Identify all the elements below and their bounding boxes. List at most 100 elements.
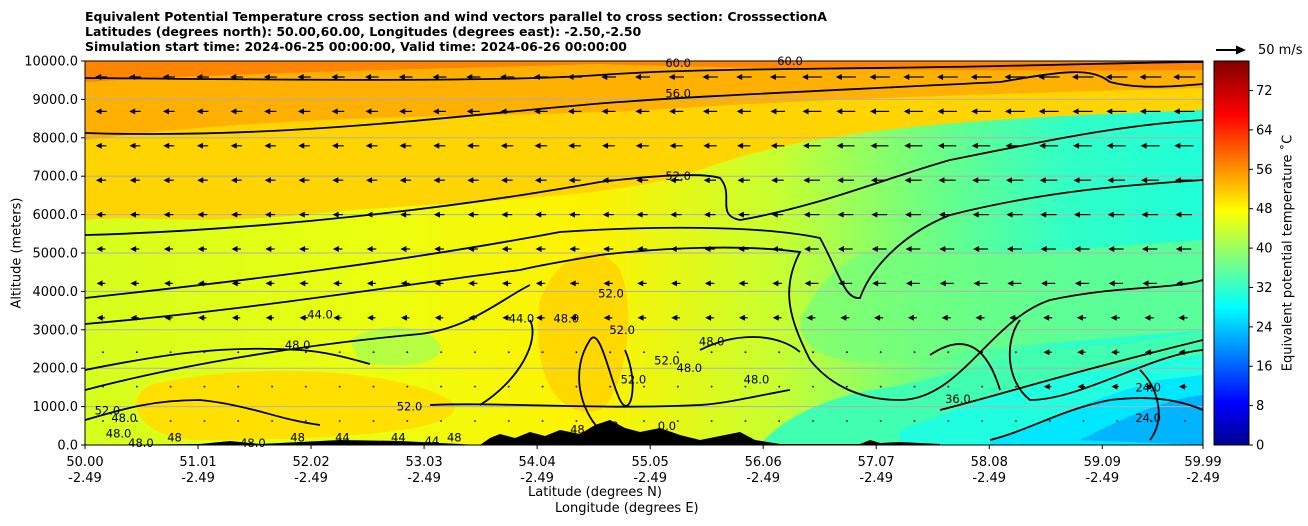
- wind-vector: [1076, 314, 1087, 321]
- wind-vector: [1077, 383, 1086, 390]
- contour-label: 60.0: [665, 56, 691, 70]
- wind-vector: [637, 314, 647, 321]
- wind-vector: [744, 420, 747, 422]
- wind-vector: [298, 177, 310, 184]
- wind-vector: [366, 211, 377, 218]
- colorbar-tick-label: 32: [1256, 281, 1273, 296]
- contour-label: 52.0: [654, 354, 680, 368]
- wind-vector: [871, 211, 888, 218]
- wind-vector: [939, 246, 955, 252]
- colorbar-label: Equivalent potential temperature ˚C: [1280, 134, 1296, 371]
- wind-vector: [298, 211, 309, 218]
- wind-vector: [778, 351, 781, 354]
- wind-vector: [913, 351, 916, 354]
- wind-vector: [1175, 211, 1192, 218]
- wind-vector: [972, 211, 989, 218]
- wind-vector: [271, 351, 273, 354]
- x-axis-label-lon: Longitude (degrees E): [555, 501, 699, 516]
- wind-vector: [237, 351, 240, 354]
- wind-vector: [870, 142, 889, 149]
- colorbar-gradient: [1213, 60, 1250, 446]
- wind-vector: [635, 74, 650, 80]
- wind-vector: [1140, 142, 1160, 149]
- x-tick-label-lat: 57.07: [858, 455, 895, 470]
- wind-vector: [1173, 108, 1195, 115]
- wind-vector: [938, 142, 957, 149]
- wind-vector: [468, 280, 478, 287]
- wind-vector: [507, 420, 510, 422]
- wind-vector: [474, 420, 476, 422]
- wind-vector: [804, 280, 819, 287]
- wind-vector: [432, 74, 447, 80]
- wind-vector: [575, 385, 578, 388]
- contour-label: 52.0: [598, 286, 624, 300]
- contour-label: 48.0: [106, 426, 132, 440]
- wind-vector: [602, 142, 615, 149]
- chart-title: Equivalent Potential Temperature cross s…: [85, 9, 827, 54]
- wind-vector: [338, 385, 341, 388]
- wind-vector: [367, 314, 376, 321]
- wind-vector: [1073, 142, 1092, 149]
- colorbar: 0 8 16 24 32 40 48 56 64 72: [1213, 60, 1273, 454]
- wind-vector: [231, 246, 241, 252]
- wind-vector: [263, 74, 277, 80]
- wind-vector: [736, 108, 752, 115]
- wind-vector: [771, 177, 784, 184]
- wind-vector: [474, 351, 476, 354]
- wind-vector: [1072, 108, 1093, 115]
- wind-vector: [905, 246, 921, 252]
- wind-vector: [128, 74, 142, 80]
- wind-vector: [812, 420, 814, 422]
- wind-vector: [567, 108, 582, 115]
- wind-vector: [1006, 177, 1024, 184]
- wind-vector: [231, 211, 242, 218]
- contour-label: 48: [604, 419, 619, 433]
- wind-vector: [501, 246, 512, 252]
- wind-vector: [231, 177, 242, 184]
- wind-vector: [838, 280, 853, 287]
- wind-vector: [434, 280, 444, 287]
- wind-vector: [501, 211, 513, 218]
- wind-vector: [1174, 177, 1193, 184]
- wind-vector: [203, 351, 206, 354]
- wind-vector: [332, 177, 344, 184]
- wind-vector: [406, 351, 409, 354]
- wind-vector: [365, 74, 379, 80]
- wind-vector: [366, 177, 378, 184]
- x-tick-label-lon: -2.49: [1085, 471, 1119, 486]
- y-axis: 0.0 1000.0 2000.0 3000.0 4000.0 5000.0 6000.0 7…: [24, 55, 85, 454]
- y-tick-label: 5000.0: [33, 247, 79, 262]
- wind-vector: [1041, 280, 1056, 287]
- wind-vector: [903, 108, 924, 115]
- wind-vector: [474, 385, 476, 388]
- wind-vector: [399, 142, 412, 149]
- wind-vector: [231, 314, 241, 321]
- wind-vector: [135, 385, 138, 388]
- contour-labels: 60.0 60.056.052.044.048.044.0 48.052.052.0…: [95, 54, 1161, 450]
- wind-vector: [1015, 420, 1017, 422]
- wind-vector: [671, 280, 681, 287]
- wind-vector: [1141, 211, 1159, 218]
- wind-vector: [947, 385, 950, 388]
- wind-vector: [440, 385, 443, 388]
- contour-label: 48.0: [285, 338, 311, 352]
- wind-vector: [129, 142, 141, 149]
- contour-label: 44.0: [509, 311, 535, 325]
- wind-vector: [869, 74, 890, 80]
- x-tick-label-lat: 56.06: [745, 455, 782, 470]
- wind-vector: [1173, 74, 1196, 80]
- wind-vector: [433, 142, 446, 149]
- wind-vector: [1139, 74, 1162, 80]
- wind-vector: [669, 142, 683, 149]
- wind-vector: [265, 280, 275, 287]
- wind-vector: [772, 246, 783, 252]
- wind-vector: [1145, 383, 1153, 390]
- wind-vector: [772, 280, 783, 287]
- wind-vector: [702, 108, 718, 115]
- wind-vector: [230, 142, 243, 149]
- wind-vector: [129, 211, 140, 218]
- wind-vector: [1174, 142, 1194, 149]
- wind-vector: [198, 314, 207, 321]
- wind-vector: [973, 246, 989, 252]
- wind-vector: [1074, 280, 1090, 287]
